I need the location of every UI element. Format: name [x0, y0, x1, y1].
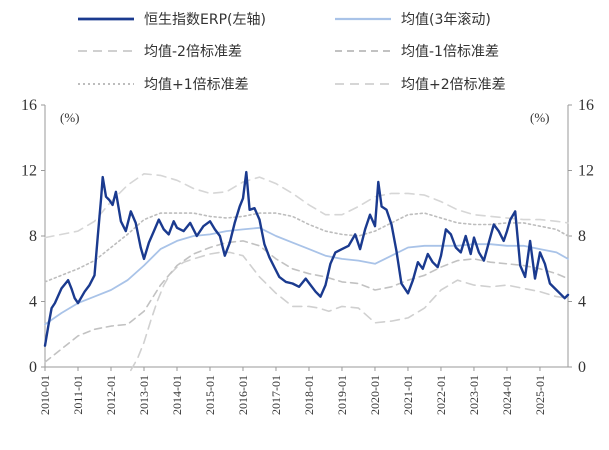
series-line-4 [44, 212, 569, 283]
chart-legend: 恒生指数ERP(左轴) 均值(3年滚动) 均值-2倍标准差 均值-1倍标准差均值+1倍… [78, 11, 506, 93]
series-line-0 [43, 170, 570, 347]
legend-label: 均值-2倍标准差 [144, 44, 242, 60]
y-tick-label-right: 12 [578, 163, 594, 180]
y-unit-right: (%) [530, 110, 550, 125]
x-tick-label: 2010-01 [38, 375, 52, 415]
x-tick-label: 2018-01 [302, 375, 316, 415]
legend-label: 均值+1倍标准差 [144, 77, 249, 93]
x-tick-label: 2022-01 [434, 375, 448, 415]
series-line-2 [130, 251, 569, 372]
y-tick-label-left: 12 [21, 163, 37, 180]
chart-axes: 0 0 4 4 8 8 12 12 16 16 (%) (%) 2010-01 2011-01 2012-0… [21, 97, 594, 415]
legend-label: 恒生指数ERP(左轴) [144, 12, 266, 28]
legend-label: 均值-1倍标准差 [401, 44, 499, 60]
x-tick-label: 2013-01 [137, 375, 151, 415]
y-tick-label-left: 16 [21, 97, 37, 114]
x-tick-label: 2020-01 [368, 375, 382, 415]
y-tick-label-right: 4 [578, 294, 586, 311]
x-tick-label: 2015-01 [203, 375, 217, 415]
x-tick-label: 2017-01 [269, 375, 283, 415]
x-tick-label: 2025-01 [533, 375, 547, 415]
x-tick-label: 2024-01 [500, 375, 514, 415]
x-tick-label: 2011-01 [71, 375, 85, 415]
y-tick-label-right: 8 [578, 228, 586, 245]
x-tick-label: 2016-01 [236, 375, 250, 415]
x-tick-label: 2021-01 [401, 375, 415, 415]
legend-label: 均值+2倍标准差 [401, 77, 506, 93]
y-tick-label-left: 4 [29, 294, 37, 311]
legend-label: 均值(3年滚动) [401, 11, 491, 28]
y-tick-label-right: 0 [578, 359, 586, 376]
y-unit-left: (%) [60, 110, 80, 125]
x-tick-label: 2012-01 [104, 375, 118, 415]
series-line-1 [44, 226, 569, 326]
y-tick-label-left: 0 [29, 359, 37, 376]
x-tick-label: 2023-01 [467, 375, 481, 415]
plot-area [43, 170, 570, 372]
series-line-5 [44, 173, 569, 239]
series-line-3 [44, 240, 569, 363]
x-tick-label: 2019-01 [335, 375, 349, 415]
x-tick-label: 2014-01 [170, 375, 184, 415]
y-tick-label-left: 8 [29, 228, 37, 245]
y-tick-label-right: 16 [578, 97, 594, 114]
